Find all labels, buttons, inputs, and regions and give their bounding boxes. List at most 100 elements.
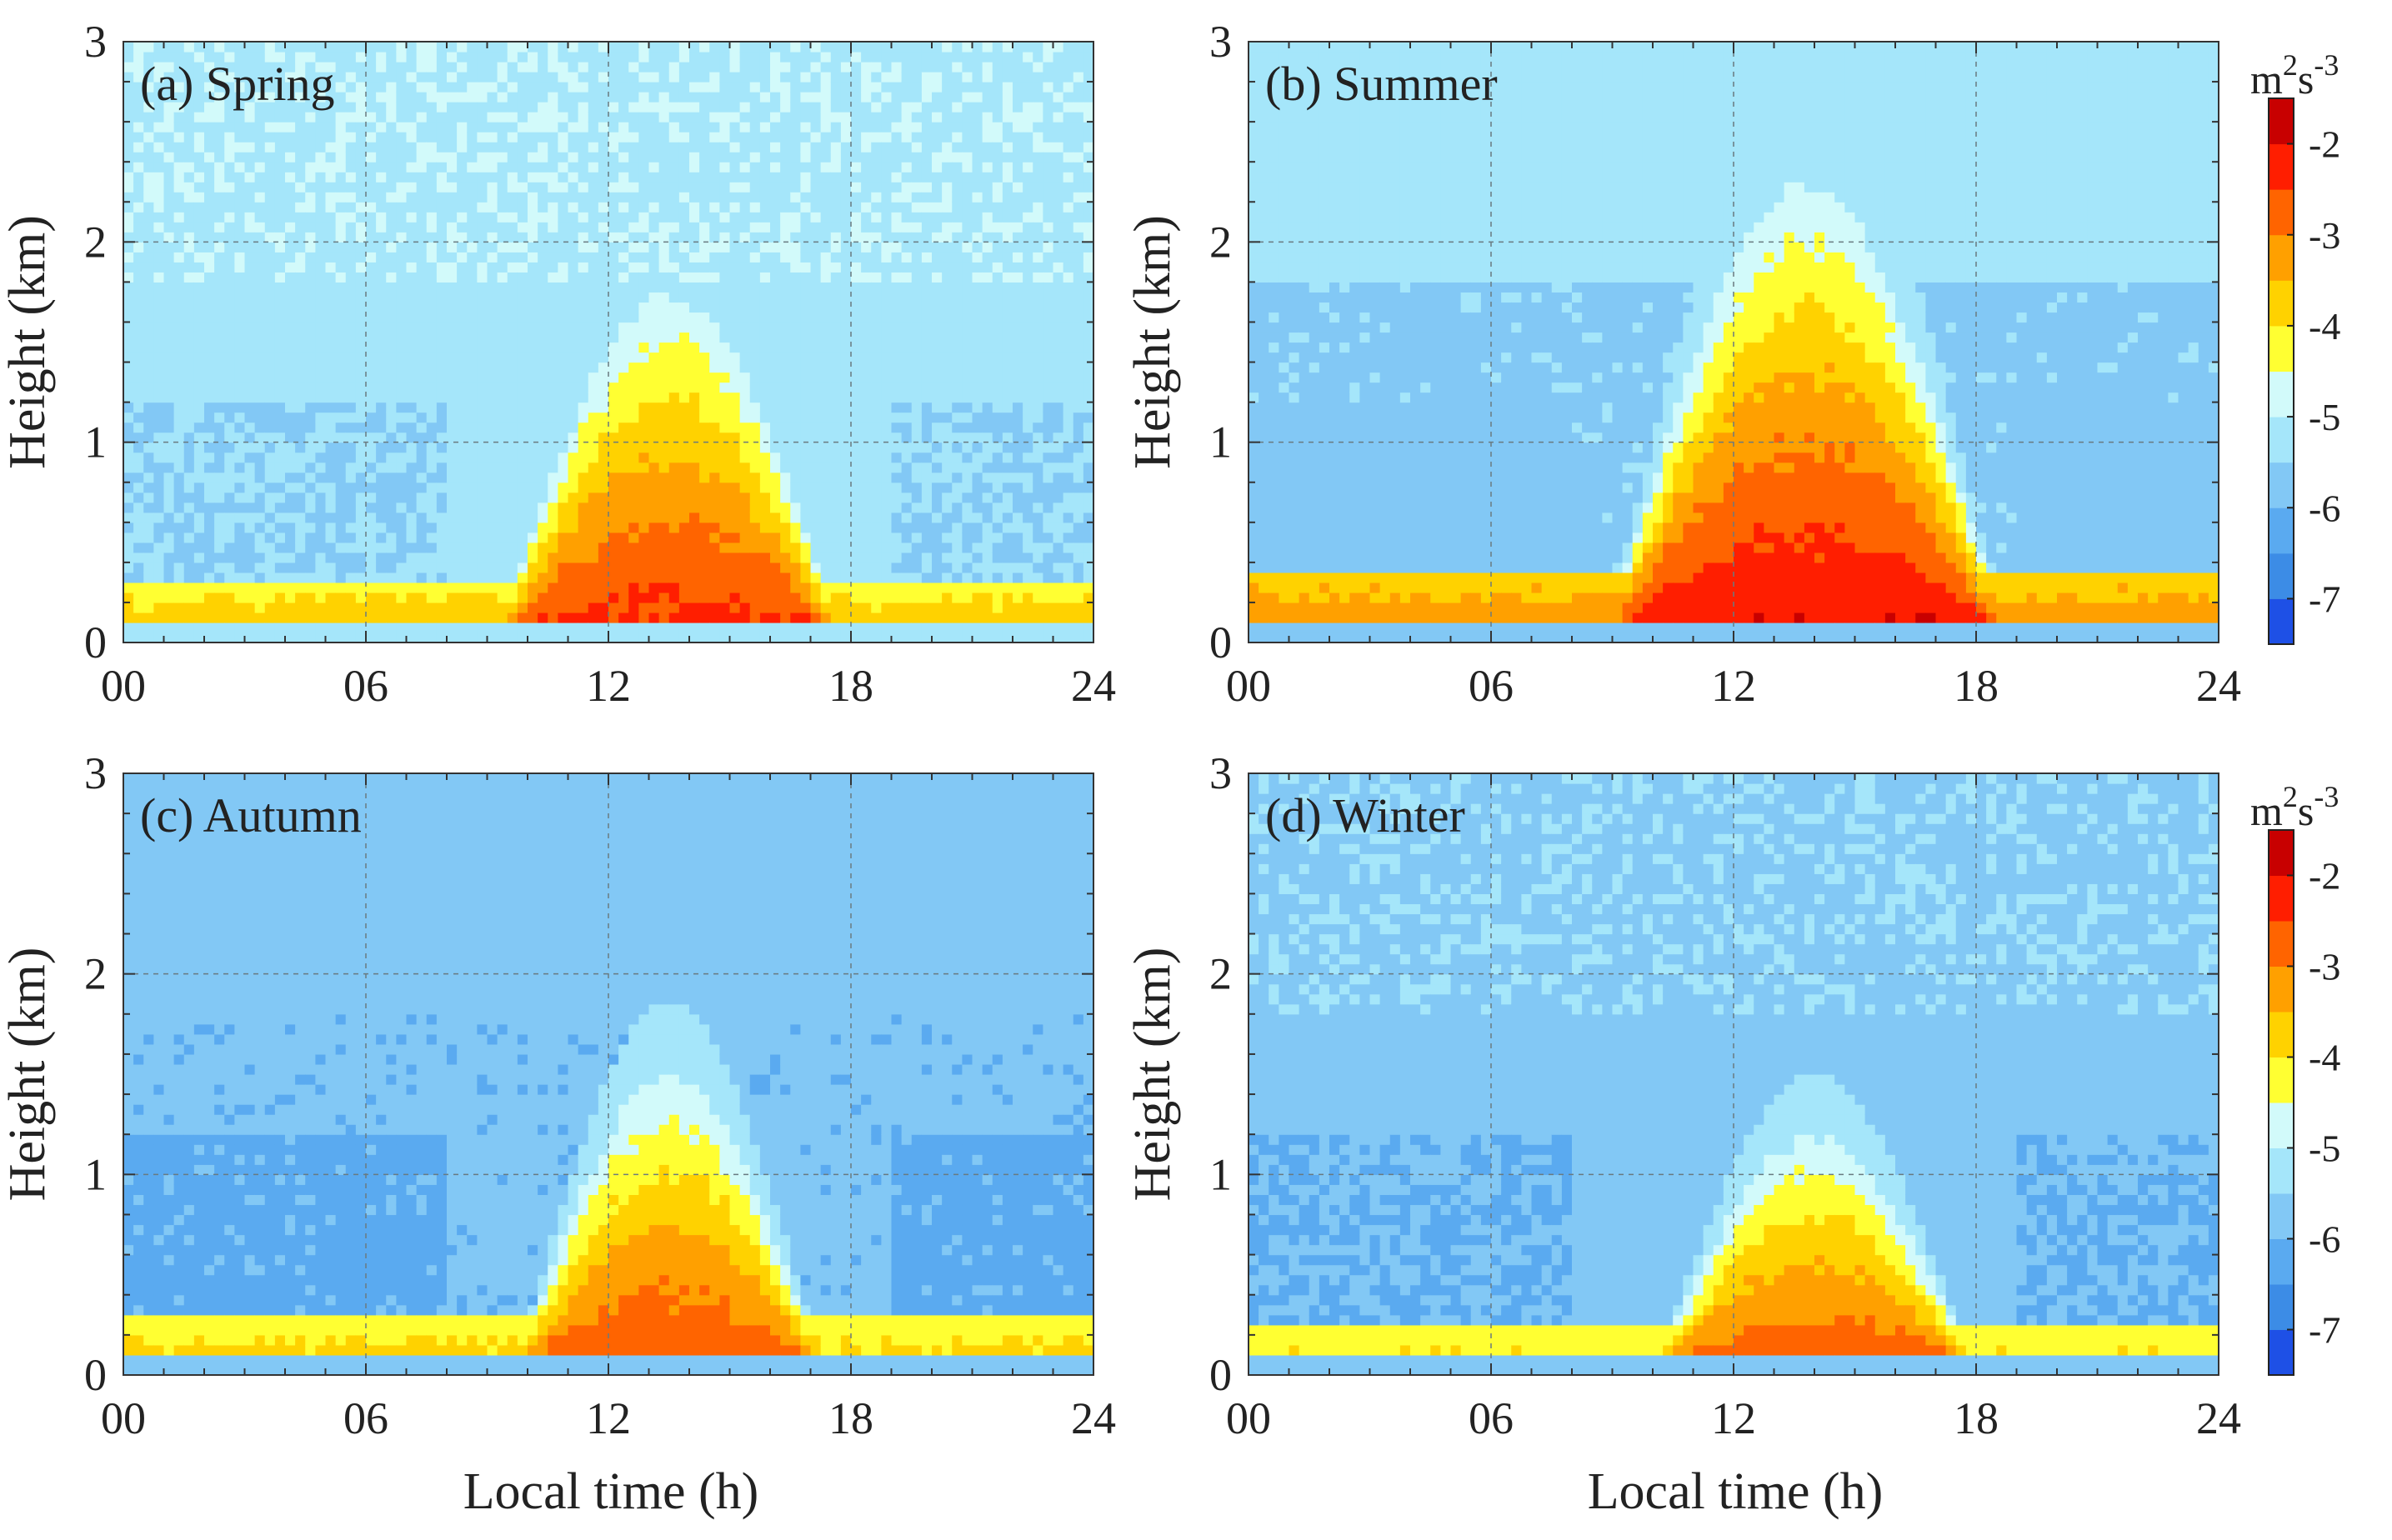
heatmap-cell xyxy=(709,482,720,493)
heatmap-cell xyxy=(942,242,953,252)
heatmap-cell xyxy=(598,302,609,313)
heatmap-cell xyxy=(699,572,710,583)
heatmap-cell xyxy=(638,332,650,343)
heatmap-cell xyxy=(254,212,266,222)
heatmap-cell xyxy=(143,612,154,623)
heatmap-cell xyxy=(699,292,710,303)
heatmap-cell xyxy=(739,152,751,162)
heatmap-cell xyxy=(608,122,619,132)
heatmap-cell xyxy=(264,292,276,303)
heatmap-cell xyxy=(699,522,710,533)
heatmap-cell xyxy=(780,262,791,272)
heatmap-cell xyxy=(952,552,963,563)
heatmap-cell xyxy=(264,42,276,52)
heatmap-cell xyxy=(618,62,629,72)
heatmap-cell xyxy=(648,192,660,202)
heatmap-cell xyxy=(749,272,761,282)
heatmap-cell xyxy=(345,372,357,383)
heatmap-cell xyxy=(689,402,700,413)
heatmap-cell xyxy=(244,392,256,403)
heatmap-cell xyxy=(426,72,438,82)
heatmap-cell xyxy=(628,352,639,363)
heatmap-cell xyxy=(264,482,276,493)
heatmap-cell xyxy=(173,142,185,152)
heatmap-cell xyxy=(921,252,933,262)
heatmap-cell xyxy=(193,182,205,192)
heatmap-cell xyxy=(952,542,963,553)
heatmap-cell xyxy=(648,272,660,282)
heatmap-cell xyxy=(447,222,458,232)
heatmap-cell xyxy=(457,52,468,62)
heatmap-cell xyxy=(598,202,609,212)
heatmap-cell xyxy=(254,342,266,353)
heatmap-cell xyxy=(780,292,791,303)
heatmap-cell xyxy=(497,192,508,202)
heatmap-cell xyxy=(952,322,963,333)
heatmap-cell xyxy=(638,52,650,62)
heatmap-cell xyxy=(588,62,599,72)
heatmap-cell xyxy=(820,302,832,313)
heatmap-cell xyxy=(881,52,893,62)
heatmap-cell xyxy=(749,182,761,192)
heatmap-cell xyxy=(376,442,387,453)
heatmap-cell xyxy=(497,512,508,523)
heatmap-cell xyxy=(598,212,609,222)
heatmap-cell xyxy=(204,422,215,433)
heatmap-cell xyxy=(426,552,438,563)
heatmap-cell xyxy=(517,432,528,443)
heatmap-cell xyxy=(921,472,933,483)
heatmap-cell xyxy=(173,192,185,202)
heatmap-cell xyxy=(244,432,256,443)
heatmap-cell xyxy=(345,152,357,162)
heatmap-cell xyxy=(355,122,367,132)
heatmap-cell xyxy=(668,82,680,92)
heatmap-cell xyxy=(901,42,913,52)
heatmap-cell xyxy=(851,52,862,62)
heatmap-cell xyxy=(274,302,286,313)
heatmap-cell xyxy=(193,452,205,463)
heatmap-cell xyxy=(780,582,791,593)
heatmap-cell xyxy=(143,272,154,282)
heatmap-cell xyxy=(689,242,700,252)
heatmap-cell xyxy=(952,342,963,353)
heatmap-cell xyxy=(325,542,337,553)
heatmap-cell xyxy=(790,632,801,643)
heatmap-cell xyxy=(942,632,953,643)
heatmap-cell xyxy=(608,162,619,172)
heatmap-cell xyxy=(840,312,852,323)
heatmap-cell xyxy=(447,62,458,72)
heatmap-cell xyxy=(759,322,771,333)
heatmap-cell xyxy=(719,472,731,483)
heatmap-cell xyxy=(911,72,923,82)
heatmap-cell xyxy=(739,482,751,493)
heatmap-cell xyxy=(315,592,327,603)
heatmap-cell xyxy=(416,482,428,493)
heatmap-cell xyxy=(507,182,518,192)
heatmap-cell xyxy=(739,242,751,252)
heatmap-cell xyxy=(477,582,488,593)
heatmap-cell xyxy=(699,332,710,343)
heatmap-cell xyxy=(447,102,458,112)
heatmap-cell xyxy=(214,172,225,182)
heatmap-cell xyxy=(608,322,619,333)
heatmap-cell xyxy=(759,572,771,583)
heatmap-cell xyxy=(143,402,154,413)
heatmap-cell xyxy=(173,382,185,393)
heatmap-cell xyxy=(173,252,185,262)
heatmap-cell xyxy=(638,202,650,212)
heatmap-cell xyxy=(497,272,508,282)
heatmap-cell xyxy=(911,312,923,323)
heatmap-cell xyxy=(123,612,134,623)
heatmap-cell xyxy=(366,512,377,523)
heatmap-cell xyxy=(658,542,670,553)
heatmap-cell xyxy=(528,502,538,513)
heatmap-cell xyxy=(467,292,478,303)
heatmap-cell xyxy=(588,532,599,543)
heatmap-cell xyxy=(749,312,761,323)
heatmap-cell xyxy=(952,602,963,613)
heatmap-cell xyxy=(648,362,660,373)
heatmap-cell xyxy=(840,422,852,433)
heatmap-cell xyxy=(628,132,639,142)
heatmap-cell xyxy=(315,102,327,112)
heatmap-cell xyxy=(497,522,508,533)
